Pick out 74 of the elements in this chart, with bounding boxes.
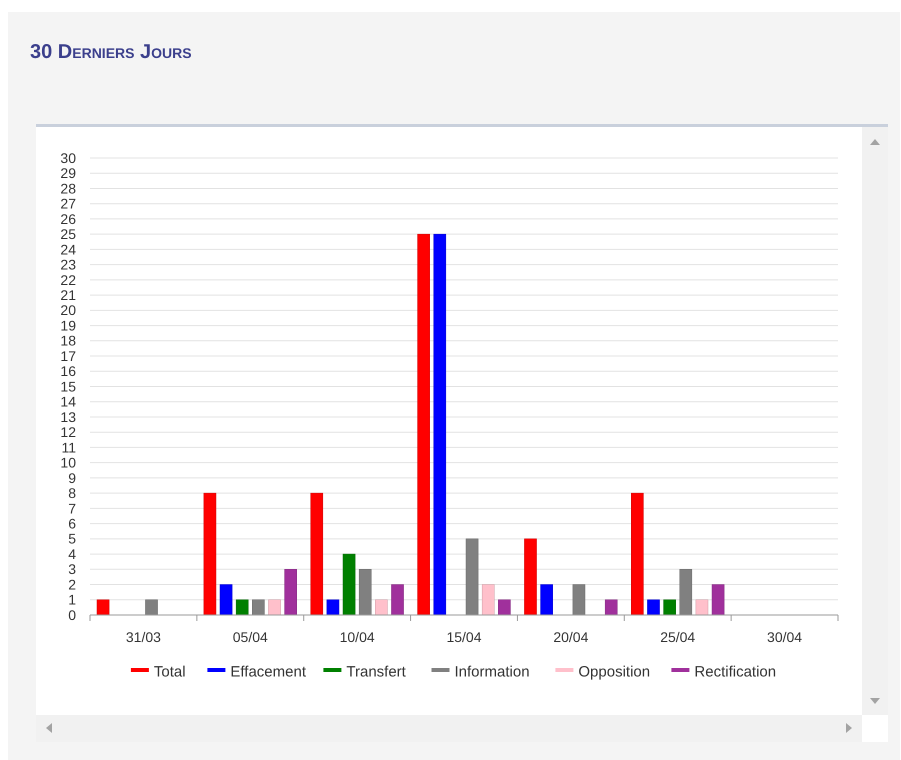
y-tick-label: 16	[60, 363, 76, 380]
y-tick-label: 17	[60, 348, 76, 364]
bar	[252, 600, 265, 616]
bar	[326, 600, 340, 616]
x-tick-label: 31/03	[126, 629, 162, 645]
bar	[482, 584, 495, 616]
y-tick-label: 1	[68, 592, 76, 608]
y-tick-label: 25	[60, 226, 76, 242]
y-tick-label: 9	[68, 470, 76, 486]
y-tick-label: 7	[68, 500, 76, 516]
y-tick-label: 15	[60, 378, 76, 394]
bar	[604, 600, 618, 616]
y-tick-label: 6	[68, 516, 76, 532]
x-tick-label: 20/04	[553, 629, 589, 645]
bar	[342, 554, 356, 616]
y-tick-label: 18	[60, 332, 76, 349]
y-tick-label: 13	[60, 408, 76, 425]
bar	[96, 600, 110, 616]
y-tick-label: 0	[68, 606, 76, 623]
bar	[358, 569, 372, 616]
x-tick-label: 25/04	[660, 629, 696, 645]
bar	[204, 492, 216, 616]
y-tick-label: 29	[60, 165, 76, 182]
bar	[524, 538, 537, 616]
y-tick-label: 2	[68, 576, 76, 592]
bar	[375, 600, 388, 616]
x-tick-label: 05/04	[232, 629, 268, 645]
y-tick-label: 3	[68, 561, 76, 578]
y-tick-label: 14	[60, 394, 76, 410]
y-tick-label: 26	[60, 210, 76, 227]
y-tick-label: 27	[60, 196, 76, 212]
legend-label: Transfert	[346, 663, 407, 680]
bar	[220, 584, 232, 616]
bar	[310, 492, 324, 616]
bar	[498, 600, 511, 616]
bar	[572, 584, 586, 616]
y-tick-label: 24	[60, 241, 76, 258]
y-tick-label: 30	[60, 150, 76, 166]
y-tick-label: 22	[60, 272, 76, 288]
y-tick-label: 23	[60, 256, 76, 273]
y-tick-label: 5	[68, 530, 76, 547]
bar	[236, 600, 249, 616]
legend-label: Opposition	[578, 663, 650, 680]
bar	[631, 492, 644, 616]
bar	[712, 584, 724, 616]
bar	[268, 600, 281, 616]
x-tick-label: 15/04	[446, 629, 482, 645]
chart-title: 30 Derniers Jours	[30, 41, 192, 63]
y-tick-label: 11	[61, 439, 76, 456]
x-tick-label: 10/04	[340, 629, 375, 645]
bar	[466, 538, 478, 616]
y-tick-label: 4	[68, 546, 76, 562]
legend-label: Information	[454, 663, 530, 680]
x-tick-label: 30/04	[767, 629, 802, 645]
legend-label: Rectification	[694, 663, 776, 680]
legend-label: Total	[154, 663, 186, 680]
bar	[284, 569, 297, 616]
bar	[145, 600, 158, 616]
y-tick-label: 12	[60, 424, 76, 440]
legend-label: Effacement	[230, 663, 307, 680]
bar	[433, 234, 446, 616]
y-tick-label: 8	[68, 485, 76, 502]
bar	[391, 584, 404, 616]
bar	[663, 600, 676, 616]
bar	[696, 600, 708, 616]
bar	[647, 600, 660, 616]
bar	[540, 584, 553, 616]
bar	[417, 234, 430, 616]
bar	[679, 569, 692, 616]
y-tick-label: 20	[60, 302, 76, 318]
y-tick-label: 21	[60, 287, 76, 303]
y-tick-label: 28	[60, 180, 76, 196]
y-tick-label: 19	[60, 317, 76, 334]
y-tick-label: 10	[60, 454, 76, 471]
